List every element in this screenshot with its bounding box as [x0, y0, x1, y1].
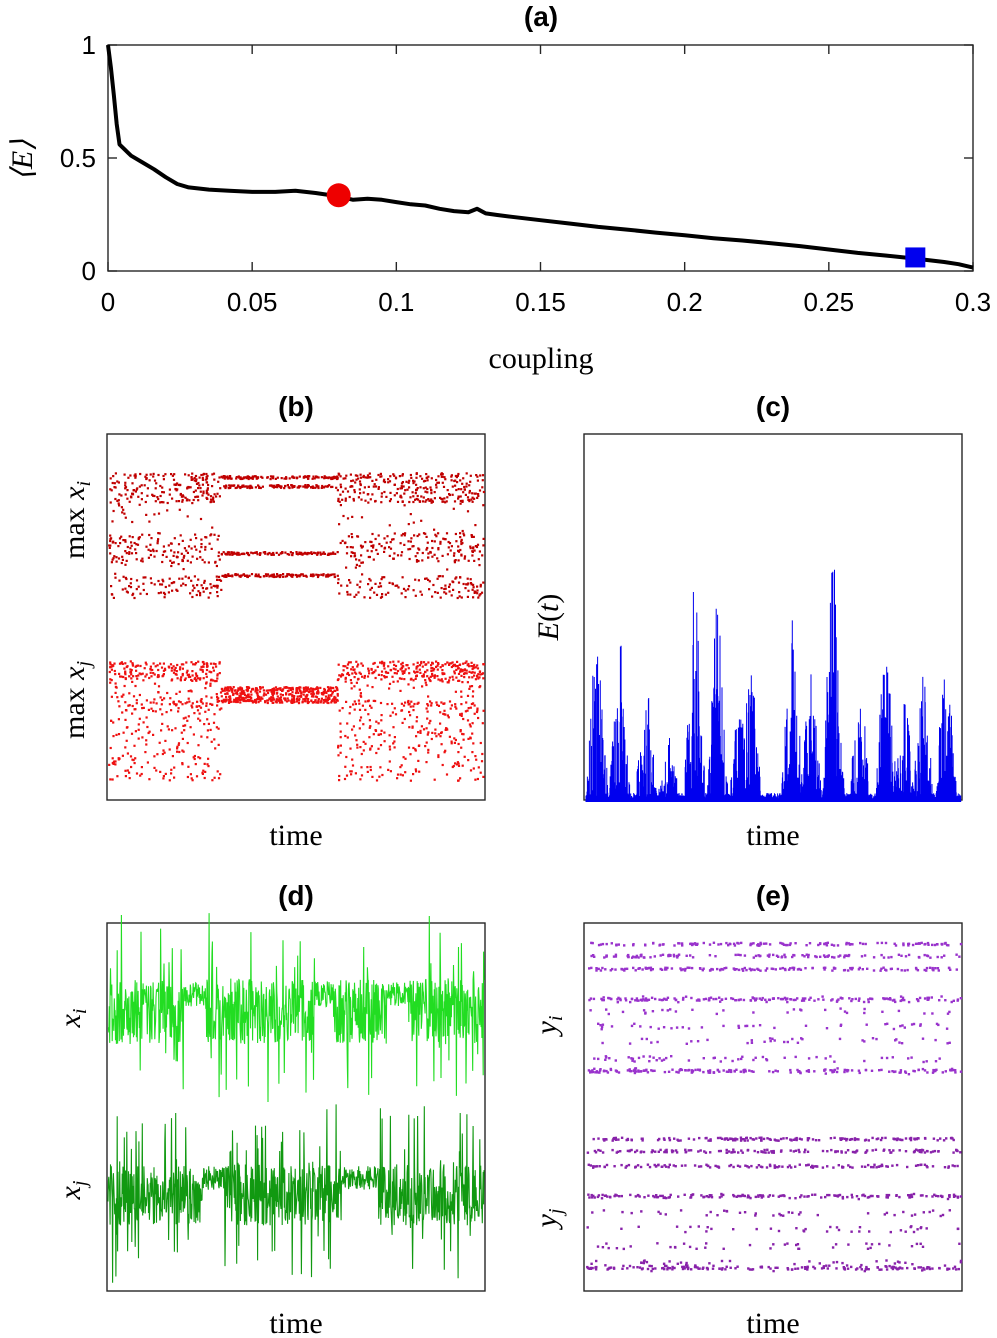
panel-a-axes — [107, 44, 974, 272]
panel-e-y-label-top: yi — [530, 1016, 567, 1038]
panel-d-y-label-top: xi — [54, 1009, 91, 1029]
panel-e-title: (e) — [756, 880, 790, 911]
series-max-xi — [108, 472, 485, 600]
panel-d-axes — [106, 922, 486, 1292]
marker-circle — [326, 183, 351, 208]
x-tick-label: 0.2 — [667, 287, 703, 317]
panel-e: (e) yi yj time — [530, 880, 963, 1338]
panel-a-x-ticks: 0 0.05 0.1 0.15 0.2 0.25 0.3 — [101, 45, 991, 317]
panel-a-series-line — [106, 44, 974, 270]
panel-b-x-label: time — [269, 819, 322, 852]
panel-c-series-line — [585, 569, 962, 802]
panel-c: (c) E(t) time — [532, 391, 963, 852]
x-tick-label: 0.05 — [227, 287, 278, 317]
panel-e-scatter — [586, 941, 963, 1273]
panel-a-title: (a) — [524, 1, 558, 32]
panel-c-x-label: time — [746, 819, 799, 852]
x-tick-label: 0.3 — [955, 287, 991, 317]
series-yi — [587, 941, 963, 1076]
panel-a-y-label: ⟨E⟩ — [6, 139, 39, 181]
panel-e-axes — [583, 922, 963, 1292]
panel-d-x-label: time — [269, 1307, 322, 1338]
panel-b-y-label-bottom: max xj — [58, 661, 95, 739]
panel-d-series-xi — [107, 913, 485, 1103]
x-tick-label: 0.15 — [515, 287, 566, 317]
y-tick-label: 1 — [82, 30, 96, 60]
panel-b: (b) max xi max xj time — [58, 391, 486, 852]
panel-b-title: (b) — [278, 391, 314, 422]
panel-e-x-label: time — [746, 1307, 799, 1338]
marker-square — [905, 247, 926, 268]
panel-a-y-ticks: 00.51 — [60, 30, 973, 286]
y-tick-label: 0 — [82, 256, 96, 286]
y-tick-label: 0.5 — [60, 143, 96, 173]
panel-b-y-label-top: max xi — [58, 481, 95, 559]
panel-a-x-label: coupling — [489, 342, 594, 375]
series-max-xj — [108, 660, 485, 782]
panel-d-y-label-bottom: xj — [54, 1180, 91, 1200]
panel-c-y-label: E(t) — [532, 594, 565, 642]
panel-a-markers — [326, 183, 926, 268]
series-yj — [586, 1136, 963, 1273]
panel-b-scatter — [108, 472, 485, 782]
x-tick-label: 0 — [101, 287, 115, 317]
panel-e-y-label-bottom: yj — [530, 1208, 567, 1230]
panel-a: (a) 0 0.05 0.1 0.15 0.2 0.25 0.3 00.51 couplin… — [6, 1, 991, 375]
x-tick-label: 0.1 — [378, 287, 414, 317]
x-tick-label: 0.25 — [804, 287, 855, 317]
panel-d-series-xj — [107, 1104, 485, 1283]
panel-d-title: (d) — [278, 880, 314, 911]
panel-d: (d) xi xj time — [54, 880, 486, 1338]
panel-c-title: (c) — [756, 391, 790, 422]
panel-b-axes — [106, 433, 486, 801]
